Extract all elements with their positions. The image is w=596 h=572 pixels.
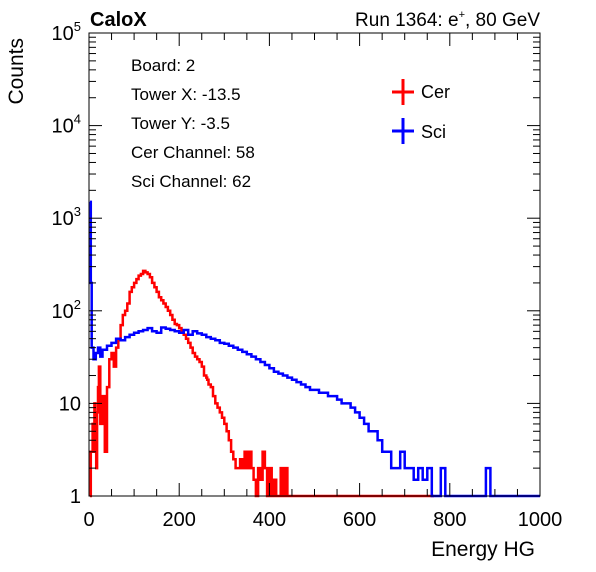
- chart-title-left: CaloX: [90, 9, 147, 31]
- legend-marker-sci: [392, 118, 414, 144]
- series-sci: [89, 200, 540, 498]
- y-tick-label: 1: [70, 486, 81, 508]
- y-tick-label: 102: [52, 297, 81, 323]
- legend: Cer Sci: [392, 79, 450, 144]
- x-tick-label: 200: [163, 509, 196, 531]
- x-tick-label: 400: [253, 509, 286, 531]
- info-box-background: [120, 46, 360, 196]
- y-tick-label: 105: [52, 19, 81, 45]
- info-box: Board: 2 Tower X: -13.5 Tower Y: -3.5 Ce…: [120, 46, 360, 196]
- x-tick-label: 800: [433, 509, 466, 531]
- series-layer: [89, 200, 540, 498]
- y-tick-label: 103: [52, 204, 81, 230]
- legend-label-sci: Sci: [421, 122, 446, 142]
- y-axis-label: Counts: [5, 38, 28, 105]
- chart-title-right: Run 1364: e+, 80 GeV: [355, 9, 540, 31]
- series-cer: [89, 269, 434, 498]
- legend-label-cer: Cer: [421, 82, 450, 102]
- y-tick-label: 104: [52, 112, 81, 138]
- info-tower-y: Tower Y: -3.5: [131, 114, 230, 133]
- y-tick-label: 10: [59, 393, 81, 415]
- x-tick-label: 0: [83, 509, 94, 531]
- info-tower-x: Tower X: -13.5: [131, 85, 241, 104]
- info-board: Board: 2: [131, 56, 195, 75]
- x-axis-label: Energy HG: [431, 538, 535, 561]
- tick-layer: 0 200 400 600 800 1000 1 10 102 103 104 105: [52, 19, 563, 531]
- legend-marker-cer: [392, 79, 414, 105]
- info-sci-channel: Sci Channel: 62: [131, 172, 251, 191]
- x-tick-label: 1000: [518, 509, 563, 531]
- info-cer-channel: Cer Channel: 58: [131, 143, 255, 162]
- x-tick-label: 600: [343, 509, 376, 531]
